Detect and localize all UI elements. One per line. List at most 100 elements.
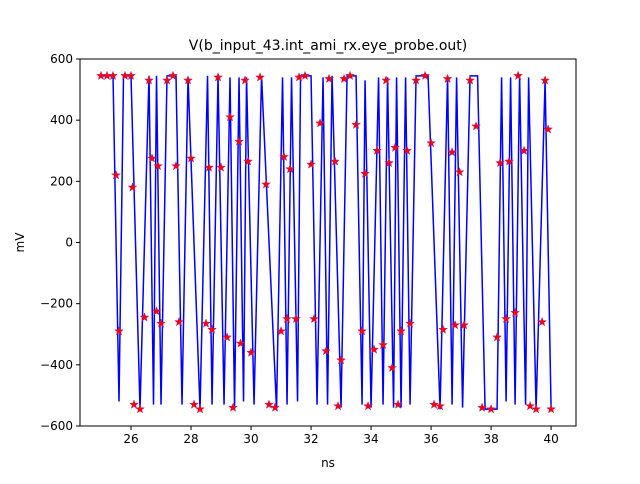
sample-marker — [216, 162, 227, 172]
sample-marker — [501, 313, 512, 324]
sample-marker — [174, 316, 185, 327]
sample-marker — [525, 400, 536, 411]
sample-marker — [235, 338, 246, 348]
sample-marker — [183, 75, 194, 85]
sample-marker — [390, 142, 401, 152]
sample-marker — [363, 400, 374, 411]
sample-marker — [309, 313, 320, 324]
sample-marker — [454, 166, 465, 177]
sample-marker — [504, 156, 515, 166]
sample-marker — [151, 306, 162, 316]
sample-marker — [228, 402, 239, 412]
sample-marker — [442, 73, 453, 84]
y-tick-label: 200 — [50, 174, 73, 188]
sample-marker — [402, 145, 413, 156]
sample-marker — [351, 119, 362, 130]
sample-marker — [201, 318, 212, 328]
sample-marker — [222, 332, 233, 342]
sample-marker — [282, 313, 293, 324]
sample-marker — [477, 402, 488, 412]
sample-marker — [330, 156, 341, 166]
sample-marker — [420, 70, 431, 81]
sample-marker — [147, 153, 158, 163]
sample-marker — [321, 345, 332, 356]
sample-marker — [510, 307, 521, 318]
sample-marker — [168, 70, 179, 81]
sample-marker — [537, 316, 548, 327]
sample-marker — [345, 70, 356, 81]
sample-marker — [127, 182, 138, 192]
sample-marker — [336, 354, 347, 365]
x-tick-label: 28 — [183, 432, 198, 446]
sample-marker — [459, 319, 470, 330]
sample-marker — [357, 325, 368, 336]
x-axis-label: ns — [321, 456, 335, 470]
x-tick-label: 34 — [363, 432, 378, 446]
sample-marker — [378, 339, 389, 350]
sample-marker — [519, 145, 530, 156]
sample-marker — [139, 312, 150, 322]
sample-marker — [546, 403, 557, 414]
sample-marker — [108, 70, 119, 81]
sample-marker — [189, 399, 200, 409]
sample-marker — [240, 75, 251, 85]
sample-marker — [426, 137, 437, 148]
sample-marker — [315, 117, 326, 128]
sample-marker — [369, 344, 380, 354]
sample-marker — [372, 145, 383, 156]
sample-marker — [393, 399, 404, 409]
x-tick-label: 30 — [243, 432, 258, 446]
y-tick-label: −600 — [40, 419, 73, 433]
sample-marker — [276, 325, 287, 336]
x-tick-label: 36 — [423, 432, 438, 446]
sample-marker — [213, 72, 224, 82]
sample-marker — [186, 153, 197, 163]
waveform-line — [101, 75, 552, 410]
sample-marker — [324, 73, 335, 84]
sample-marker — [135, 403, 146, 414]
sample-marker — [387, 362, 398, 373]
sample-marker — [486, 403, 497, 414]
sample-marker — [207, 324, 218, 334]
sample-marker — [495, 157, 506, 168]
plot-frame — [79, 58, 577, 427]
sample-marker — [471, 121, 482, 131]
sample-marker — [261, 179, 272, 189]
sample-marker — [435, 400, 446, 411]
sample-marker — [270, 402, 281, 412]
sample-marker — [447, 147, 458, 157]
sample-marker — [465, 75, 476, 85]
sample-marker — [360, 168, 371, 178]
sample-marker — [126, 70, 137, 81]
sample-marker — [396, 325, 407, 336]
sample-marker — [531, 403, 542, 414]
sample-marker — [114, 325, 125, 336]
sample-marker — [294, 72, 305, 82]
sample-marker — [411, 75, 422, 85]
sample-marker — [195, 403, 206, 414]
y-tick-label: −400 — [40, 358, 73, 372]
sample-marker — [333, 400, 344, 411]
plot-area — [95, 70, 557, 414]
sample-marker — [300, 70, 311, 81]
sample-marker — [279, 151, 290, 162]
sample-marker — [243, 156, 254, 166]
sample-marker — [255, 72, 266, 82]
sample-marker — [129, 399, 140, 409]
sample-marker — [384, 157, 395, 168]
sample-marker — [162, 75, 173, 85]
sample-marker — [156, 318, 167, 328]
x-tick-label: 38 — [483, 432, 498, 446]
sample-marker — [285, 163, 296, 174]
sample-marker — [438, 324, 449, 334]
sample-marker — [513, 70, 524, 81]
sample-marker — [291, 313, 302, 324]
sample-marker — [450, 319, 461, 330]
sample-marker — [225, 111, 236, 122]
y-tick-label: 600 — [50, 52, 73, 66]
y-axis-label: mV — [13, 232, 27, 253]
sample-marker — [111, 169, 122, 180]
sample-marker — [381, 75, 392, 85]
x-tick-label: 32 — [303, 432, 318, 446]
